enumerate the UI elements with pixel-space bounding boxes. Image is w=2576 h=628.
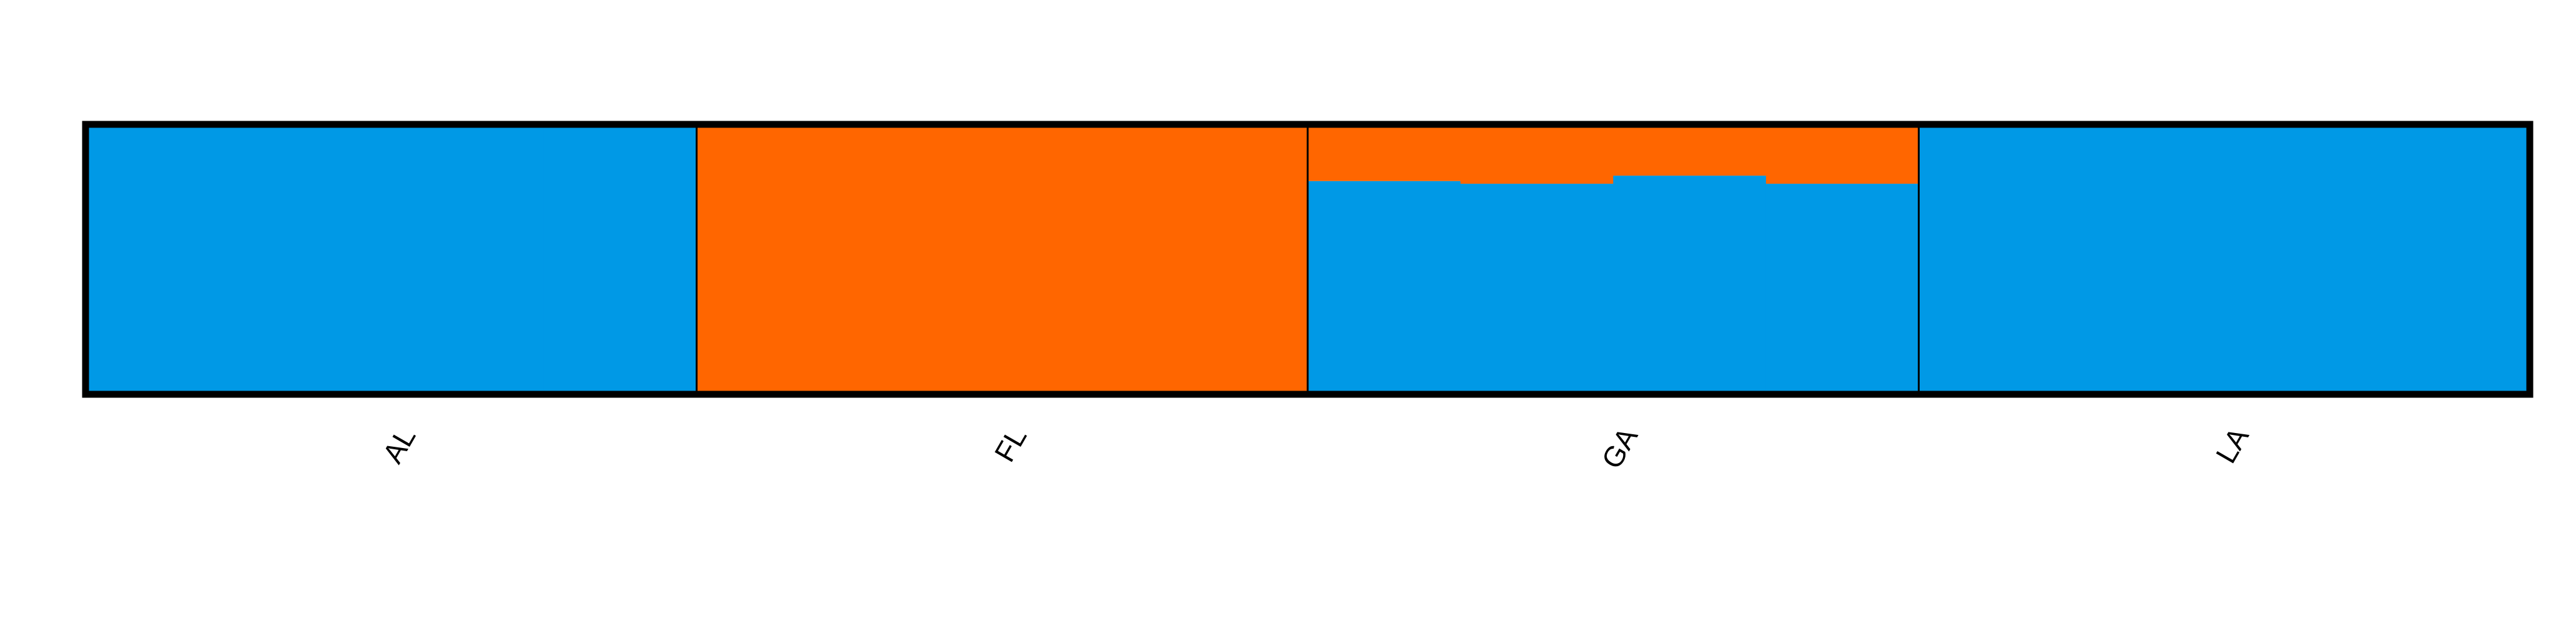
bar-segment-cluster-1-ga-0 (1308, 181, 1461, 394)
bar-segment-cluster-1-al-2 (391, 124, 545, 394)
bars-layer (86, 124, 2530, 394)
x-tick-label-la: LA (2209, 422, 2255, 469)
bar-segment-cluster-1-ga-1 (1460, 184, 1614, 394)
x-tick-labels: AL FL GA LA (376, 422, 2255, 474)
bar-segment-cluster-2-fl-1 (849, 124, 1003, 394)
bar-segment-cluster-1-la-2 (2224, 124, 2377, 394)
bar-segment-cluster-1-ga-3 (1765, 184, 1920, 394)
bar-segment-cluster-1-al-0 (86, 124, 239, 394)
bar-segment-cluster-2-fl-0 (696, 124, 850, 394)
bar-segment-cluster-2-ga-1 (1460, 124, 1614, 184)
bar-segment-cluster-2-ga-2 (1613, 124, 1767, 176)
x-tick-label-fl: FL (988, 422, 1033, 467)
bar-segment-cluster-1-al-1 (238, 124, 392, 394)
bar-segment-cluster-2-ga-0 (1308, 124, 1461, 181)
bar-segment-cluster-2-fl-3 (1155, 124, 1308, 394)
bar-segment-cluster-2-fl-2 (1002, 124, 1155, 394)
bar-segment-cluster-1-la-3 (2377, 124, 2530, 394)
bar-segment-cluster-1-ga-2 (1613, 176, 1767, 394)
x-tick-label-al: AL (376, 422, 422, 469)
bar-segment-cluster-1-la-1 (2071, 124, 2225, 394)
plot-frame (82, 121, 2534, 398)
x-tick-label-ga: GA (1595, 422, 1644, 474)
bar-segment-cluster-1-la-0 (1918, 124, 2072, 394)
bar-segment-cluster-2-ga-3 (1765, 124, 1920, 184)
group-separators (696, 124, 1920, 394)
bar-segment-cluster-1-al-3 (543, 124, 698, 394)
